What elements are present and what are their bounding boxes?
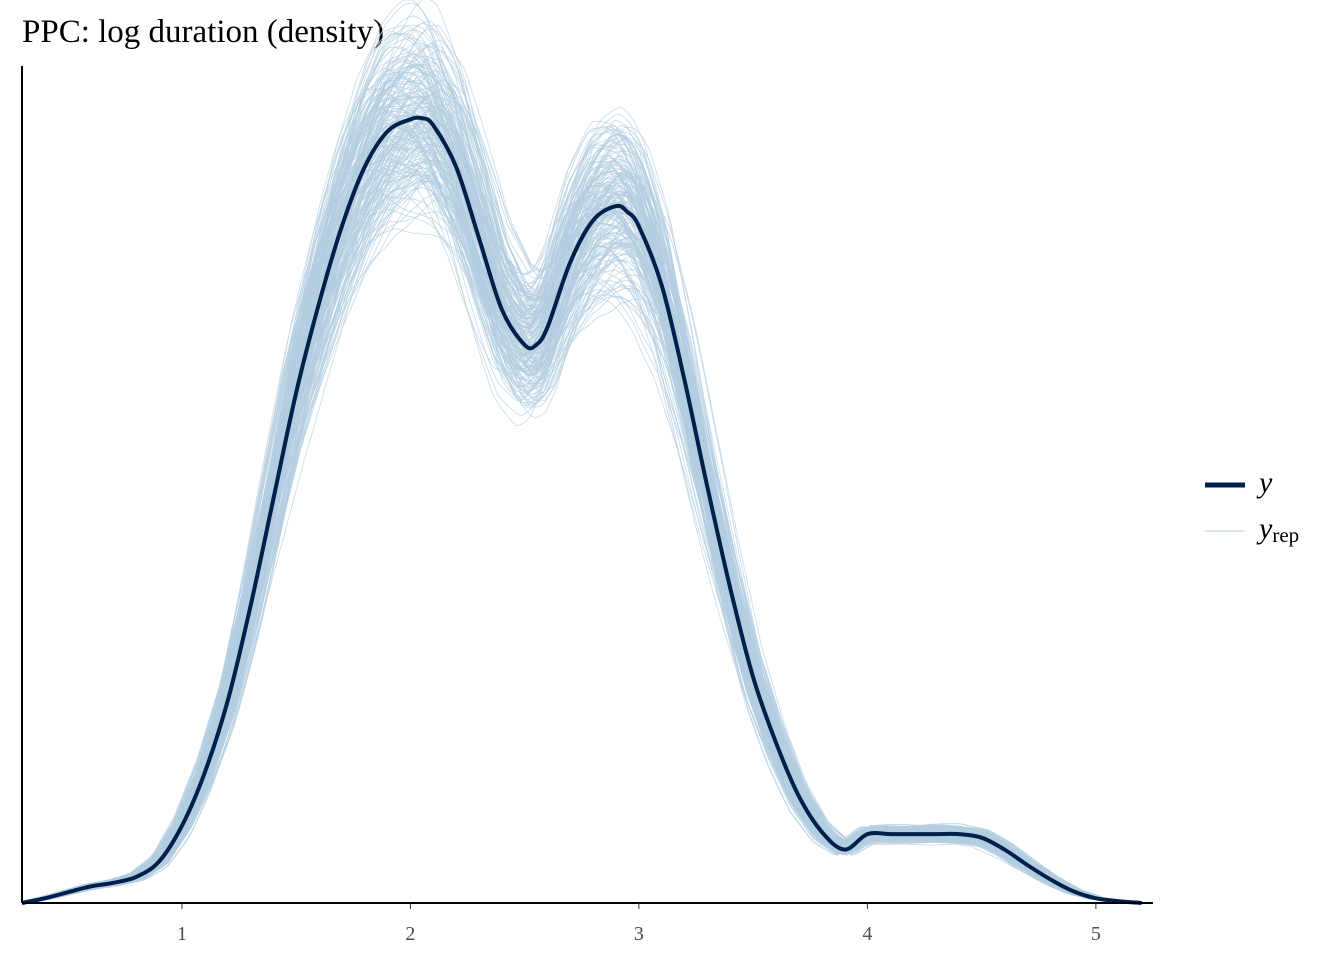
legend-y-rep-label: yrep xyxy=(1256,512,1299,547)
y-rep-curve xyxy=(21,2,1153,904)
legend: y yrep xyxy=(1205,466,1299,547)
x-tick-label: 3 xyxy=(634,923,644,945)
y-density-curve xyxy=(21,115,1142,905)
y-rep-curve xyxy=(21,123,1153,904)
x-tick-label: 4 xyxy=(862,923,872,945)
y-rep-curve xyxy=(22,86,1153,904)
y-rep-curve xyxy=(21,24,1153,904)
y-rep-curves xyxy=(21,0,1154,904)
y-rep-curve xyxy=(22,167,1154,904)
y-rep-curve xyxy=(21,160,1153,904)
y-rep-curve xyxy=(21,106,1153,904)
y-rep-curve xyxy=(22,43,1154,904)
x-tick-label: 1 xyxy=(177,923,187,945)
y-rep-curve xyxy=(21,32,1153,904)
y-rep-curve xyxy=(21,94,1153,904)
y-rep-curve xyxy=(22,0,1153,904)
y-curve-layer xyxy=(21,115,1142,905)
legend-y-label: y xyxy=(1256,466,1273,499)
y-rep-curve xyxy=(21,22,1153,904)
legend-y-rep-subscript: rep xyxy=(1272,523,1299,547)
chart-title: PPC: log duration (density) xyxy=(22,14,384,50)
y-rep-curve xyxy=(21,0,1153,904)
y-rep-curve xyxy=(22,64,1154,904)
x-tick-label: 2 xyxy=(405,923,415,945)
y-rep-curve xyxy=(21,89,1153,904)
legend-y-rep-main: y xyxy=(1256,512,1273,545)
x-tick-label: 5 xyxy=(1091,923,1101,945)
x-axis-ticks: 1 2 3 4 5 xyxy=(177,903,1101,945)
